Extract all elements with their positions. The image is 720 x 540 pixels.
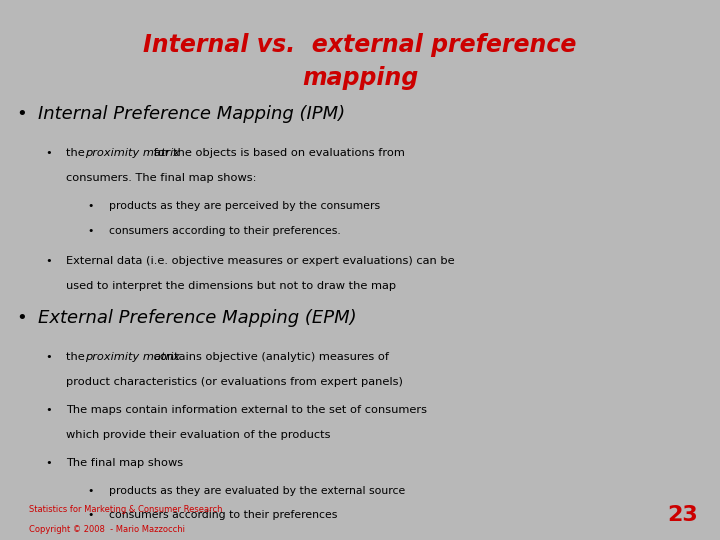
Text: the: the bbox=[66, 352, 89, 362]
Text: Statistics for Marketing & Consumer Research: Statistics for Marketing & Consumer Rese… bbox=[29, 505, 222, 515]
Text: mapping: mapping bbox=[302, 66, 418, 91]
Text: consumers according to their preferences.: consumers according to their preferences… bbox=[109, 226, 341, 236]
Text: Internal Preference Mapping (IPM): Internal Preference Mapping (IPM) bbox=[38, 105, 345, 123]
Text: •: • bbox=[87, 510, 94, 520]
Text: products as they are evaluated by the external source: products as they are evaluated by the ex… bbox=[109, 485, 405, 496]
Text: which provide their evaluation of the products: which provide their evaluation of the pr… bbox=[66, 430, 330, 440]
Text: for the objects is based on evaluations from: for the objects is based on evaluations … bbox=[150, 148, 405, 158]
Text: External data (i.e. objective measures or expert evaluations) can be: External data (i.e. objective measures o… bbox=[66, 256, 455, 266]
Text: consumers according to their preferences: consumers according to their preferences bbox=[109, 510, 337, 520]
Text: •: • bbox=[87, 226, 94, 236]
Text: Copyright © 2008  - Mario Mazzocchi: Copyright © 2008 - Mario Mazzocchi bbox=[29, 525, 185, 535]
Text: The final map shows: The final map shows bbox=[66, 458, 184, 468]
Text: •: • bbox=[87, 485, 94, 496]
Text: proximity matrix: proximity matrix bbox=[84, 352, 179, 362]
Text: The maps contain information external to the set of consumers: The maps contain information external to… bbox=[66, 405, 427, 415]
Text: •: • bbox=[17, 309, 27, 327]
Text: •: • bbox=[17, 105, 27, 123]
Text: used to interpret the dimensions but not to draw the map: used to interpret the dimensions but not… bbox=[66, 281, 396, 291]
Text: •: • bbox=[45, 352, 52, 362]
Text: •: • bbox=[45, 458, 52, 468]
Text: products as they are perceived by the consumers: products as they are perceived by the co… bbox=[109, 201, 379, 211]
Text: •: • bbox=[45, 148, 52, 158]
Text: consumers. The final map shows:: consumers. The final map shows: bbox=[66, 173, 257, 183]
Text: 23: 23 bbox=[667, 505, 698, 525]
Text: the: the bbox=[66, 148, 89, 158]
Text: product characteristics (or evaluations from expert panels): product characteristics (or evaluations … bbox=[66, 377, 403, 387]
Text: proximity matrix: proximity matrix bbox=[84, 148, 179, 158]
Text: •: • bbox=[45, 256, 52, 266]
Text: Internal vs.  external preference: Internal vs. external preference bbox=[143, 32, 577, 57]
Text: External Preference Mapping (EPM): External Preference Mapping (EPM) bbox=[38, 309, 356, 327]
Text: contains objective (analytic) measures of: contains objective (analytic) measures o… bbox=[150, 352, 389, 362]
Text: •: • bbox=[87, 201, 94, 211]
Text: •: • bbox=[45, 405, 52, 415]
